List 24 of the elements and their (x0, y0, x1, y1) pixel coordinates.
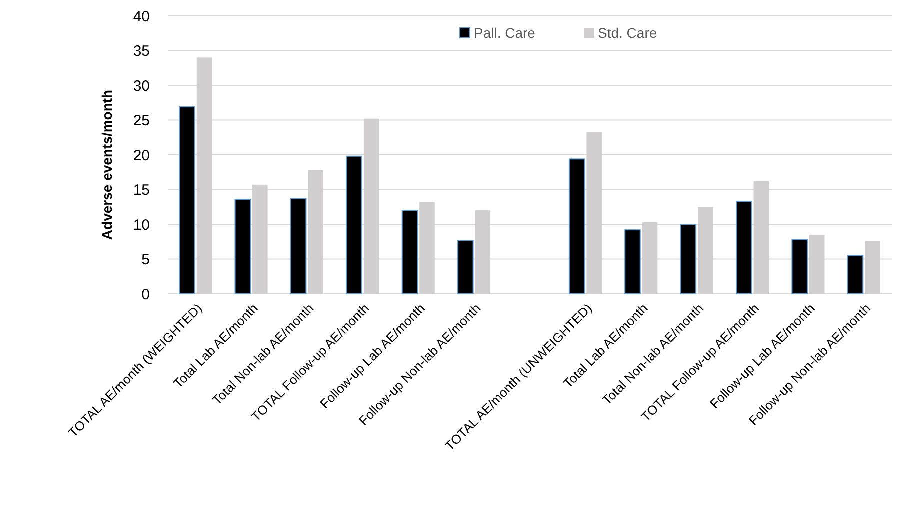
bar (402, 210, 418, 294)
y-tick-label: 15 (133, 182, 150, 199)
y-tick-label: 20 (133, 147, 150, 164)
bar (847, 255, 864, 294)
bar (458, 240, 474, 294)
bar (346, 156, 362, 294)
y-tick-label: 0 (142, 286, 150, 304)
bar (792, 239, 808, 294)
y-tick-label: 10 (133, 216, 150, 234)
y-axis-title: Adverse events/month (99, 90, 115, 240)
bar (680, 224, 697, 294)
y-tick-label: 35 (133, 43, 150, 60)
bar (234, 198, 252, 294)
bar (179, 106, 196, 294)
bar (568, 158, 586, 294)
y-tick-label: 40 (133, 8, 150, 26)
y-tick-label: 30 (133, 78, 150, 95)
legend-label: Std. Care (598, 24, 658, 41)
y-tick-label: 5 (142, 252, 150, 268)
bar (736, 201, 752, 294)
bar (290, 198, 307, 294)
legend-label: Pall. Care (474, 24, 536, 41)
y-tick-label: 25 (133, 112, 150, 130)
bar (624, 230, 641, 294)
